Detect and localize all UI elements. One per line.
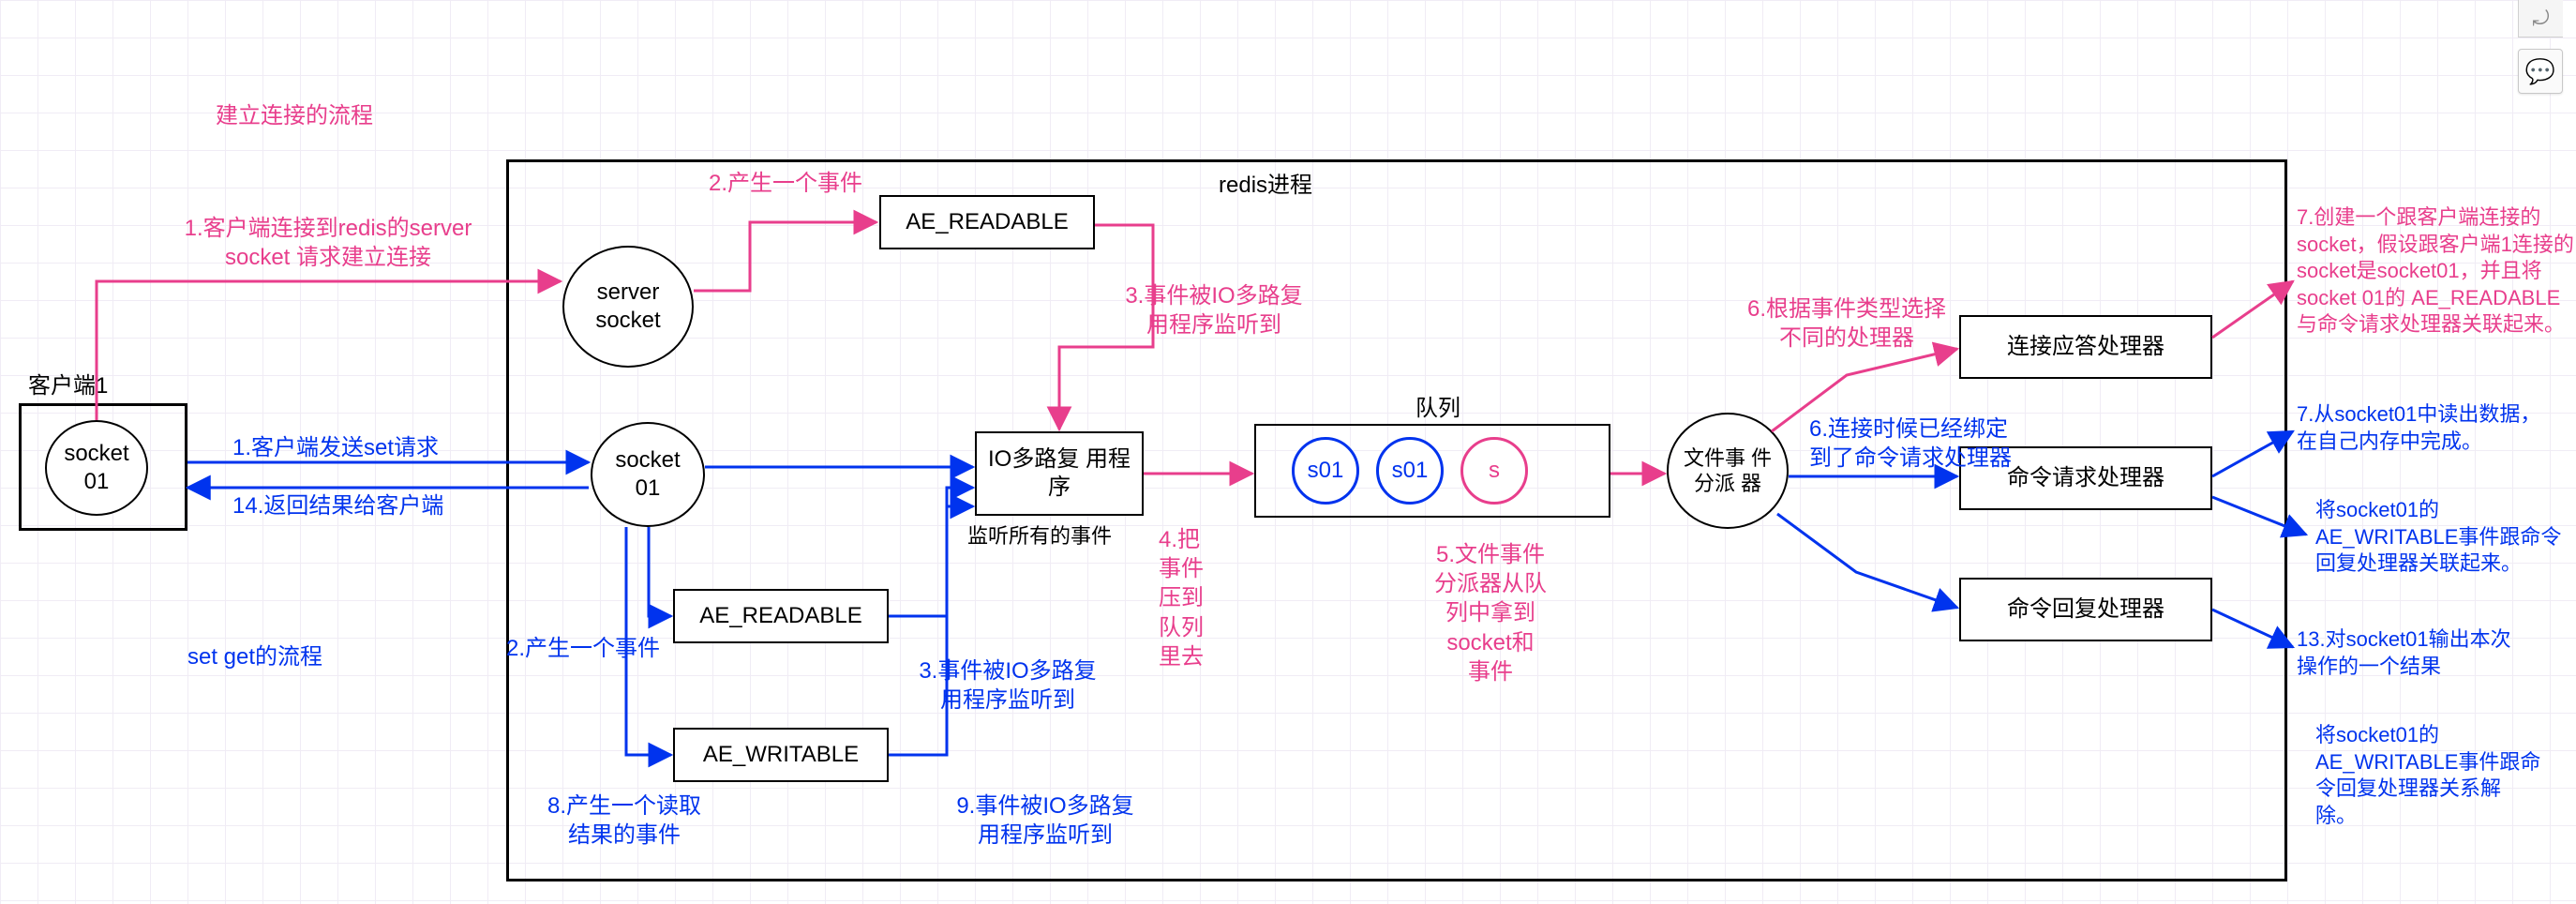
edge-label-b-assoc1: 将socket01的 AE_WRITABLE事件跟命令 回复处理器关联起来。 bbox=[2315, 497, 2576, 578]
queue-item-s01-b: s01 bbox=[1376, 437, 1444, 505]
node-handler-connect-label: 连接应答处理器 bbox=[2007, 333, 2164, 361]
node-ae-readable-mid: AE_READABLE bbox=[673, 589, 889, 643]
node-handler-connect: 连接应答处理器 bbox=[1959, 315, 2212, 379]
node-io-mux-label: IO多路复 用程序 bbox=[984, 445, 1134, 502]
node-server-socket: server socket bbox=[562, 246, 694, 368]
node-client-socket01: socket 01 bbox=[45, 420, 148, 516]
queue-item-s01-a: s01 bbox=[1292, 437, 1359, 505]
node-ae-writable: AE_WRITABLE bbox=[673, 728, 889, 782]
node-client-socket01-label: socket 01 bbox=[54, 440, 139, 496]
edge-label-p4: 4.把 事件 压到 队列 里去 bbox=[1159, 525, 1224, 671]
node-ae-writable-label: AE_WRITABLE bbox=[703, 741, 859, 769]
edge-label-p6: 6.根据事件类型选择 不同的处理器 bbox=[1725, 294, 1969, 353]
node-ae-readable-top: AE_READABLE bbox=[879, 195, 1095, 249]
edge-label-b9: 9.事件被IO多路复 用程序监听到 bbox=[937, 791, 1153, 850]
label-io-mux-sub: 监听所有的事件 bbox=[967, 523, 1112, 550]
queue-item-s-label: s bbox=[1489, 458, 1500, 484]
node-handler-cmdreply: 命令回复处理器 bbox=[1959, 578, 2212, 641]
chat-icon-glyph: 💬 bbox=[2525, 57, 2555, 86]
node-handler-cmdreply-label: 命令回复处理器 bbox=[2007, 595, 2164, 624]
chat-icon[interactable]: 💬 bbox=[2518, 49, 2563, 94]
edge-label-p5: 5.文件事件 分派器从队 列中拿到 socket和 事件 bbox=[1406, 540, 1575, 686]
edge-label-b3: 3.事件被IO多路复 用程序监听到 bbox=[900, 656, 1116, 715]
label-client1: 客户端1 bbox=[28, 371, 108, 400]
edge-label-p1: 1.客户端连接到redis的server socket 请求建立连接 bbox=[141, 214, 516, 272]
edge-label-b-assoc2: 将socket01的 AE_WRITABLE事件跟命 令回复处理器关系解 除。 bbox=[2315, 722, 2576, 829]
toolbar-corner-icon[interactable]: ⤾ bbox=[2518, 0, 2563, 38]
edge-label-b14: 14.返回结果给客户端 bbox=[232, 491, 443, 520]
edge-label-b7: 7.从socket01中读出数据， 在自己内存中完成。 bbox=[2297, 401, 2576, 455]
edge-label-p2: 2.产生一个事件 bbox=[709, 169, 862, 198]
queue-item-s: s bbox=[1460, 437, 1528, 505]
node-inner-socket01-label: socket 01 bbox=[600, 446, 696, 503]
title-connect-flow: 建立连接的流程 bbox=[216, 101, 373, 130]
queue-item-s01-b-label: s01 bbox=[1392, 458, 1429, 484]
edge-label-b6: 6.连接时候已经绑定 到了命令请求处理器 bbox=[1809, 414, 2053, 473]
title-setget-flow: set get的流程 bbox=[187, 642, 322, 671]
node-dispatcher-label: 文件事 件分派 器 bbox=[1676, 445, 1779, 497]
edge-label-p7: 7.创建一个跟客户端连接的 socket，假设跟客户端1连接的 socket是s… bbox=[2297, 204, 2576, 339]
edge-label-b2: 2.产生一个事件 bbox=[506, 634, 660, 663]
edge-label-b1: 1.客户端发送set请求 bbox=[232, 433, 439, 462]
edge-label-b13: 13.对socket01输出本次 操作的一个结果 bbox=[2297, 626, 2576, 680]
node-io-mux: IO多路复 用程序 bbox=[975, 431, 1144, 516]
edge-label-p3: 3.事件被IO多路复 用程序监听到 bbox=[1106, 281, 1322, 339]
node-inner-socket01: socket 01 bbox=[591, 422, 705, 527]
node-ae-readable-top-label: AE_READABLE bbox=[906, 208, 1068, 236]
node-dispatcher: 文件事 件分派 器 bbox=[1667, 413, 1789, 529]
node-ae-readable-mid-label: AE_READABLE bbox=[699, 602, 861, 630]
queue-item-s01-a-label: s01 bbox=[1308, 458, 1344, 484]
node-server-socket-label: server socket bbox=[572, 279, 684, 335]
edge-label-b8: 8.产生一个读取 结果的事件 bbox=[521, 791, 727, 850]
